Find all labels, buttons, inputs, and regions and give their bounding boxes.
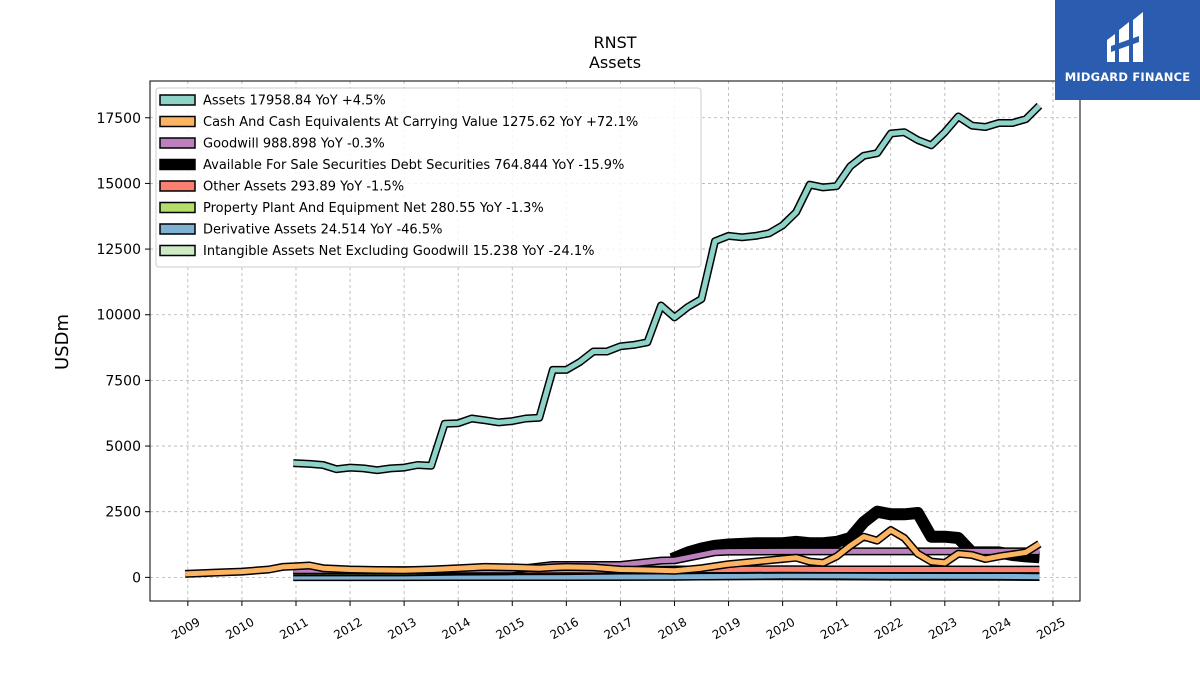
x-tick-label: 2022 xyxy=(872,615,905,642)
series-1 xyxy=(184,526,1042,578)
legend-item: Other Assets 293.89 YoY -1.5% xyxy=(159,180,404,195)
x-tick-label: 2021 xyxy=(818,615,851,642)
series-line xyxy=(293,573,1040,580)
legend-label: Derivative Assets 24.514 YoY -46.5% xyxy=(203,223,442,238)
y-tick-label: 15000 xyxy=(96,176,141,192)
series-6 xyxy=(293,571,1040,582)
logo-mark-icon xyxy=(1055,0,1200,100)
legend-label: Cash And Cash Equivalents At Carrying Va… xyxy=(203,115,638,130)
x-tick-label: 2009 xyxy=(169,615,202,642)
series-line xyxy=(293,103,1042,473)
legend-item: Assets 17958.84 YoY +4.5% xyxy=(159,94,386,109)
legend-label: Available For Sale Securities Debt Secur… xyxy=(203,158,624,173)
legend-swatch xyxy=(159,158,196,171)
legend-swatch xyxy=(159,244,196,257)
legend-item: Goodwill 988.898 YoY -0.3% xyxy=(159,137,385,152)
legend: Assets 17958.84 YoY +4.5% Cash And Cash E… xyxy=(155,87,702,268)
y-tick-label: 7500 xyxy=(105,373,141,389)
legend-swatch xyxy=(159,115,196,128)
legend-label: Other Assets 293.89 YoY -1.5% xyxy=(203,180,404,195)
legend-swatch xyxy=(159,180,196,192)
legend-swatch xyxy=(159,94,196,106)
legend-swatch xyxy=(159,201,196,214)
series-layer xyxy=(184,102,1043,582)
x-tick-label: 2011 xyxy=(277,615,310,642)
x-tick-label: 2020 xyxy=(764,615,797,642)
x-tick-label: 2023 xyxy=(926,615,959,642)
plot-frame xyxy=(149,80,1081,602)
y-tick-label: 17500 xyxy=(96,111,141,127)
legend-item: Derivative Assets 24.514 YoY -46.5% xyxy=(159,223,442,238)
legend-label: Assets 17958.84 YoY +4.5% xyxy=(203,94,386,109)
x-tick-label: 2012 xyxy=(331,615,364,642)
legend-item: Intangible Assets Net Excluding Goodwill… xyxy=(159,244,594,259)
y-tick-label: 2500 xyxy=(105,505,141,521)
x-tick-label: 2015 xyxy=(494,615,527,642)
y-axis-label: USDm xyxy=(52,314,73,370)
x-tick-label: 2025 xyxy=(1034,615,1067,642)
brand-logo: MIDGARD FINANCE xyxy=(1055,0,1200,100)
legend-box xyxy=(155,87,702,268)
chart-title: RNST xyxy=(593,33,636,52)
legend-item: Available For Sale Securities Debt Secur… xyxy=(159,158,624,173)
chart-subtitle: Assets xyxy=(589,53,641,72)
legend-label: Goodwill 988.898 YoY -0.3% xyxy=(203,137,385,152)
x-tick-label: 2017 xyxy=(602,615,635,642)
x-tick-label: 2016 xyxy=(548,615,581,642)
legend-label: Property Plant And Equipment Net 280.55 … xyxy=(203,201,544,216)
y-tick-label: 10000 xyxy=(96,308,141,324)
x-tick-label: 2018 xyxy=(656,615,689,642)
legend-swatch xyxy=(159,137,196,149)
legend-item: Property Plant And Equipment Net 280.55 … xyxy=(159,201,544,216)
legend-swatch xyxy=(159,223,196,235)
legend-item: Cash And Cash Equivalents At Carrying Va… xyxy=(159,115,638,130)
x-tick-label: 2019 xyxy=(710,615,743,642)
x-tick-label: 2013 xyxy=(385,615,418,642)
series-line xyxy=(184,527,1041,577)
x-tick-label: 2014 xyxy=(439,615,472,642)
x-tick-label: 2010 xyxy=(223,615,256,642)
logo-text: MIDGARD FINANCE xyxy=(1064,70,1191,84)
y-tick-label: 12500 xyxy=(96,242,141,258)
y-tick-label: 0 xyxy=(132,570,141,586)
legend-label: Intangible Assets Net Excluding Goodwill… xyxy=(203,244,594,259)
y-tick-label: 5000 xyxy=(105,439,141,455)
series-0 xyxy=(293,102,1043,475)
x-tick-label: 2024 xyxy=(980,615,1013,642)
